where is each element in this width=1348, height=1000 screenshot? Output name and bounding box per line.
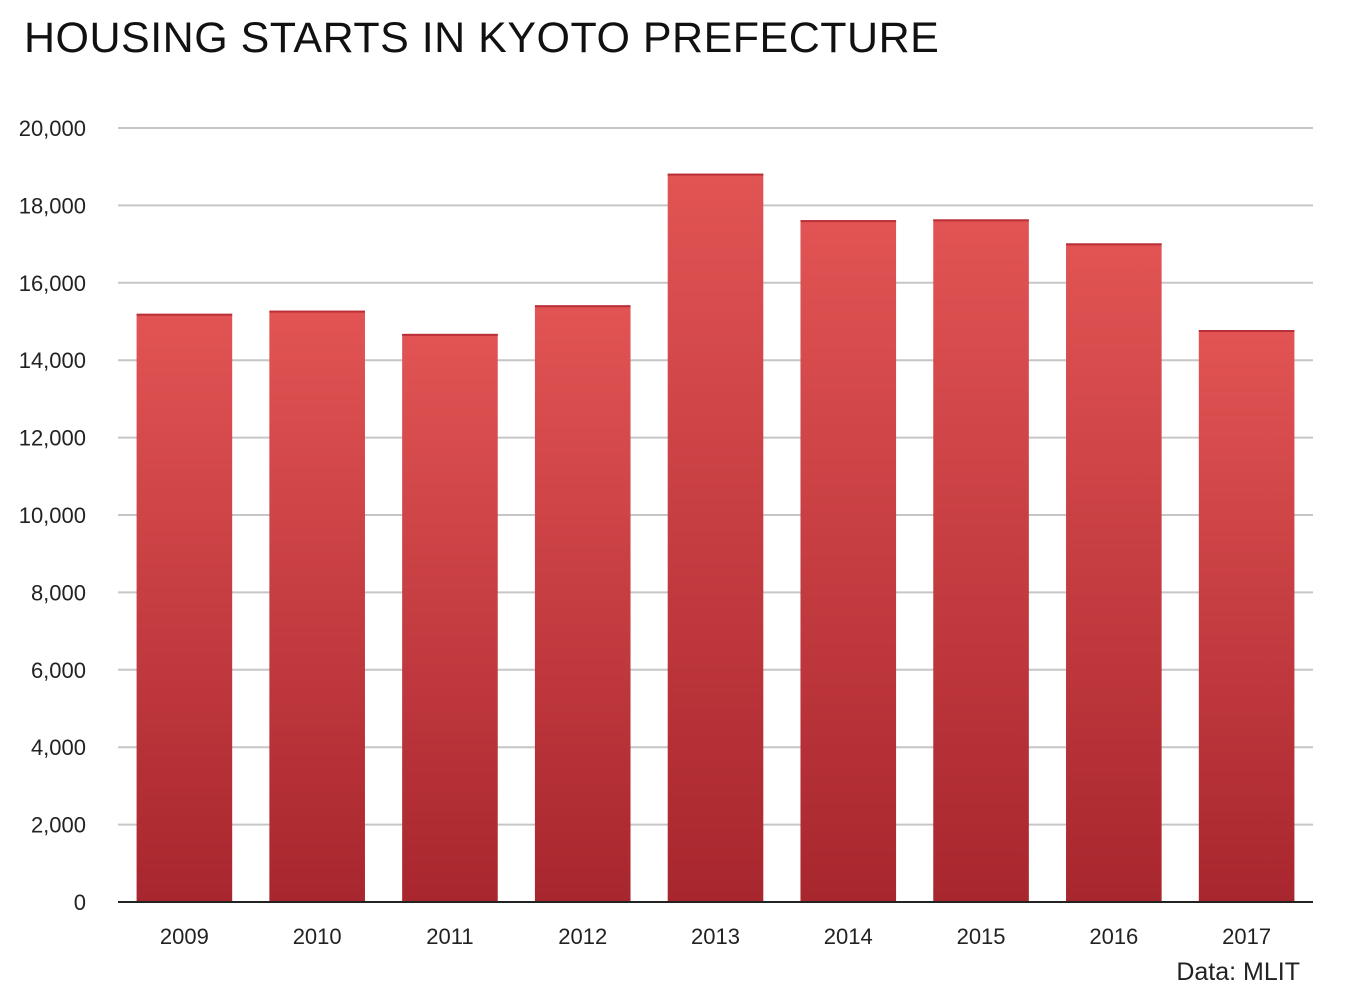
y-tick-label: 0 — [74, 890, 86, 915]
bar-2012 — [534, 305, 631, 903]
x-tick-label: 2017 — [1222, 924, 1271, 949]
x-tick-label: 2011 — [426, 924, 473, 949]
x-axis-tick-labels: 2009 2010 2011 2012 2013 2014 2015 2016 2017 — [160, 924, 1271, 949]
y-tick-label: 16,000 — [19, 271, 86, 296]
y-tick-label: 12,000 — [19, 426, 86, 451]
x-tick-label: 2016 — [1089, 924, 1138, 949]
x-tick-label: 2015 — [957, 924, 1006, 949]
bar-2010 — [269, 310, 365, 902]
y-tick-label: 18,000 — [19, 193, 86, 218]
y-tick-label: 14,000 — [19, 348, 86, 373]
chart-title: HOUSING STARTS IN KYOTO PREFECTURE — [24, 14, 940, 62]
y-tick-label: 6,000 — [31, 658, 86, 683]
y-axis-tick-labels: 0 2,000 4,000 6,000 8,000 10,000 12,000 14,000 1… — [19, 116, 86, 915]
bar-2017 — [1198, 330, 1295, 902]
bars — [136, 173, 1295, 903]
x-tick-label: 2012 — [558, 924, 607, 949]
bar-2011 — [402, 333, 498, 902]
x-tick-label: 2010 — [293, 924, 342, 949]
bar-2013 — [667, 173, 764, 902]
x-tick-label: 2009 — [160, 924, 209, 949]
bar-2015 — [933, 219, 1029, 902]
bar-2014 — [800, 220, 897, 902]
bar-2016 — [1066, 243, 1162, 903]
y-tick-label: 2,000 — [31, 813, 86, 838]
x-tick-label: 2014 — [824, 924, 873, 949]
y-tick-label: 4,000 — [31, 735, 86, 760]
x-tick-label: 2013 — [691, 924, 740, 949]
y-tick-label: 20,000 — [19, 116, 86, 141]
source-note: Data: MLIT — [1176, 958, 1300, 986]
y-tick-label: 10,000 — [19, 503, 86, 528]
y-tick-label: 8,000 — [31, 580, 86, 605]
bar-2009 — [136, 313, 233, 902]
